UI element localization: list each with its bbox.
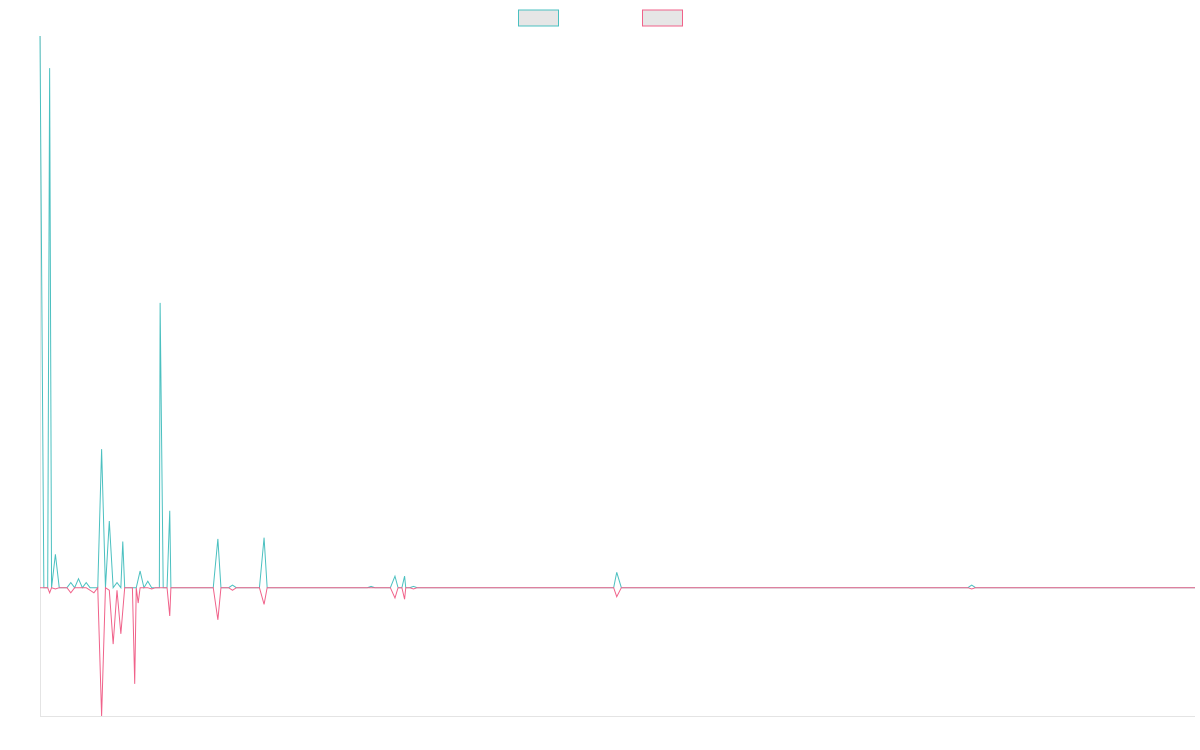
series-line-1 xyxy=(39,35,1195,590)
legend xyxy=(518,9,683,27)
series-layer xyxy=(39,35,1195,717)
legend-swatch-2[interactable] xyxy=(642,9,683,27)
legend-swatch-1[interactable] xyxy=(518,9,559,27)
series-line-2 xyxy=(40,586,1195,717)
